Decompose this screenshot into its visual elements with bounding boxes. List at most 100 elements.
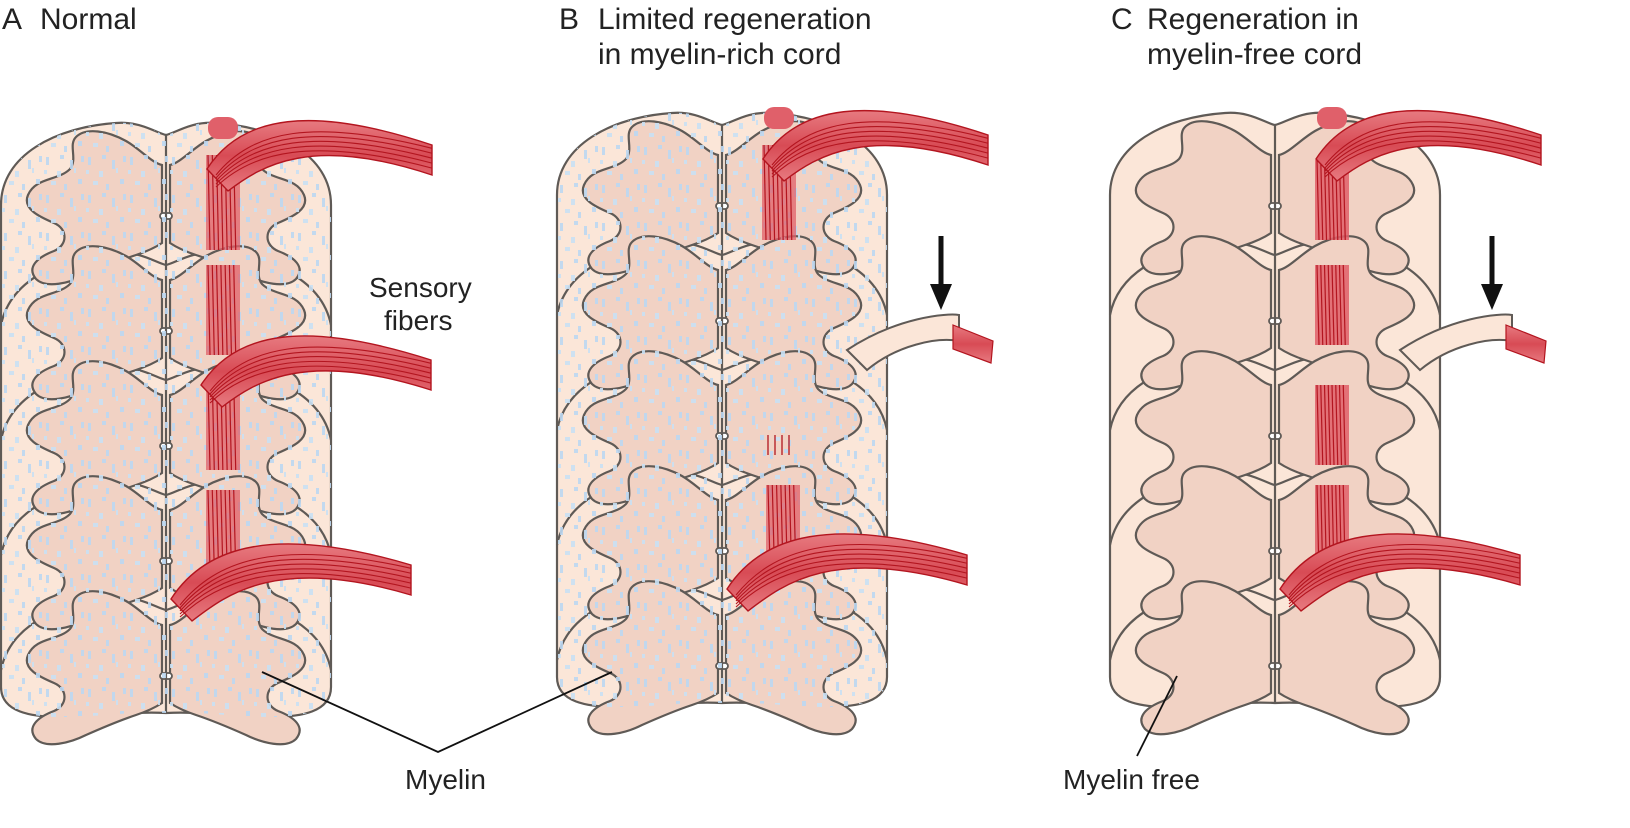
panel-c-title-line-2: myelin-free cord <box>1147 38 1362 71</box>
panel-b-letter: B <box>559 3 579 36</box>
root-fiber <box>215 140 433 182</box>
myelin-leader-lines <box>261 671 613 753</box>
panel-c-title: C Regeneration in myelin-free cord <box>1111 3 1362 71</box>
panel-b-title-line-1: Limited regeneration <box>598 3 872 36</box>
sensory-fibers-label-line-2: fibers <box>384 305 452 336</box>
sensory-root-bundle <box>170 543 412 622</box>
root-fiber <box>1288 543 1521 596</box>
root-fiber <box>1288 563 1521 608</box>
panel-c-letter: C <box>1111 3 1133 36</box>
panel-b-title: B Limited regeneration in myelin-rich co… <box>559 3 872 71</box>
distal-sheath <box>952 324 994 364</box>
root-fiber <box>209 346 432 392</box>
column-fiber <box>1338 384 1343 466</box>
distal-sheath <box>1505 324 1547 364</box>
column-fiber <box>207 379 211 471</box>
column-fiber <box>211 264 215 356</box>
severed-root-distal <box>952 324 994 364</box>
sensory-root-bundle <box>1279 533 1521 612</box>
column-fiber <box>228 264 233 356</box>
myelin-speckle-overlay <box>557 112 887 707</box>
root-fiber <box>1324 135 1542 175</box>
panel-a-normal-cord <box>0 117 433 746</box>
root-sheath <box>1279 533 1521 612</box>
root-fiber <box>735 553 968 602</box>
myelin-label: Myelin <box>405 764 486 795</box>
column-fiber <box>1335 264 1339 346</box>
column-fiber <box>220 264 224 356</box>
myelin-speckle-overlay <box>1 122 331 717</box>
column-fiber <box>207 264 211 356</box>
root-sheath <box>206 119 433 192</box>
column-fiber <box>215 264 220 356</box>
root-fiber <box>771 130 989 172</box>
column-fiber <box>1320 264 1324 346</box>
root-fiber <box>771 125 989 169</box>
root-fiber <box>1288 558 1521 605</box>
root-fiber <box>209 360 432 401</box>
sensory-fiber-bundles <box>1279 107 1547 612</box>
column-fiber <box>1316 159 1320 241</box>
root-sheath <box>1315 109 1542 182</box>
root-sheath <box>726 533 968 612</box>
root-fiber <box>771 121 989 166</box>
panel-a-title-line-1: Normal <box>40 3 137 36</box>
root-fiber <box>179 563 412 612</box>
root-fiber <box>1324 140 1542 178</box>
root-fiber <box>215 135 433 179</box>
dorsal-root-stub <box>1317 107 1347 129</box>
column-fiber <box>211 489 215 571</box>
myelin-free-callout: Myelin free <box>1063 675 1200 795</box>
myelin-free-label: Myelin free <box>1063 764 1200 795</box>
column-fiber <box>1327 384 1331 466</box>
root-fiber <box>179 558 412 609</box>
root-fiber <box>209 356 432 398</box>
root-fiber <box>209 365 432 404</box>
column-fiber <box>1335 384 1339 466</box>
column-fiber <box>1342 384 1346 466</box>
column-fiber <box>1327 264 1331 346</box>
dorsal-column-fibers <box>206 264 240 356</box>
column-fiber <box>224 264 228 356</box>
sensory-root-bundle <box>1315 109 1542 182</box>
panel-a-letter: A <box>2 3 22 36</box>
column-fiber <box>1316 264 1320 346</box>
root-fiber <box>735 543 968 596</box>
column-fiber <box>1331 384 1335 466</box>
panel-a-title: A Normal <box>2 3 137 36</box>
myelin-speckles <box>1 122 331 717</box>
gray-matter <box>1134 580 1416 736</box>
root-fiber <box>179 573 412 618</box>
root-fiber <box>179 568 412 615</box>
sensory-fibers-label: Sensory fibers <box>369 272 472 336</box>
sensory-fiber-bundles <box>726 107 994 612</box>
sensory-fiber-bundles <box>170 117 433 622</box>
down-arrow-icon <box>1481 236 1503 310</box>
column-fiber <box>215 489 220 571</box>
root-sheath <box>762 109 989 182</box>
column-fiber <box>207 489 211 571</box>
root-fiber <box>771 140 989 178</box>
root-fiber <box>735 558 968 605</box>
root-fiber <box>1324 121 1542 166</box>
root-fiber <box>1324 125 1542 169</box>
root-fiber <box>771 135 989 175</box>
root-fiber <box>209 351 432 395</box>
dorsal-root-stub <box>208 117 238 139</box>
sensory-root-bundle <box>762 109 989 182</box>
gray-matter-left <box>1134 580 1273 736</box>
severed-root-distal <box>1505 324 1547 364</box>
cord-body <box>1108 111 1442 736</box>
root-fiber <box>215 145 433 185</box>
sensory-fibers-label-line-1: Sensory <box>369 272 472 303</box>
root-fiber <box>735 563 968 608</box>
myelin-speckles <box>557 112 887 707</box>
root-fiber <box>1288 553 1521 602</box>
column-fiber <box>1338 264 1343 346</box>
dorsal-root-stub <box>764 107 794 129</box>
column-fiber <box>1320 384 1324 466</box>
column-fiber <box>1323 384 1328 466</box>
root-fiber <box>1288 548 1521 599</box>
panel-c-title-line-1: Regeneration in <box>1147 3 1359 36</box>
column-fiber <box>1323 159 1328 241</box>
